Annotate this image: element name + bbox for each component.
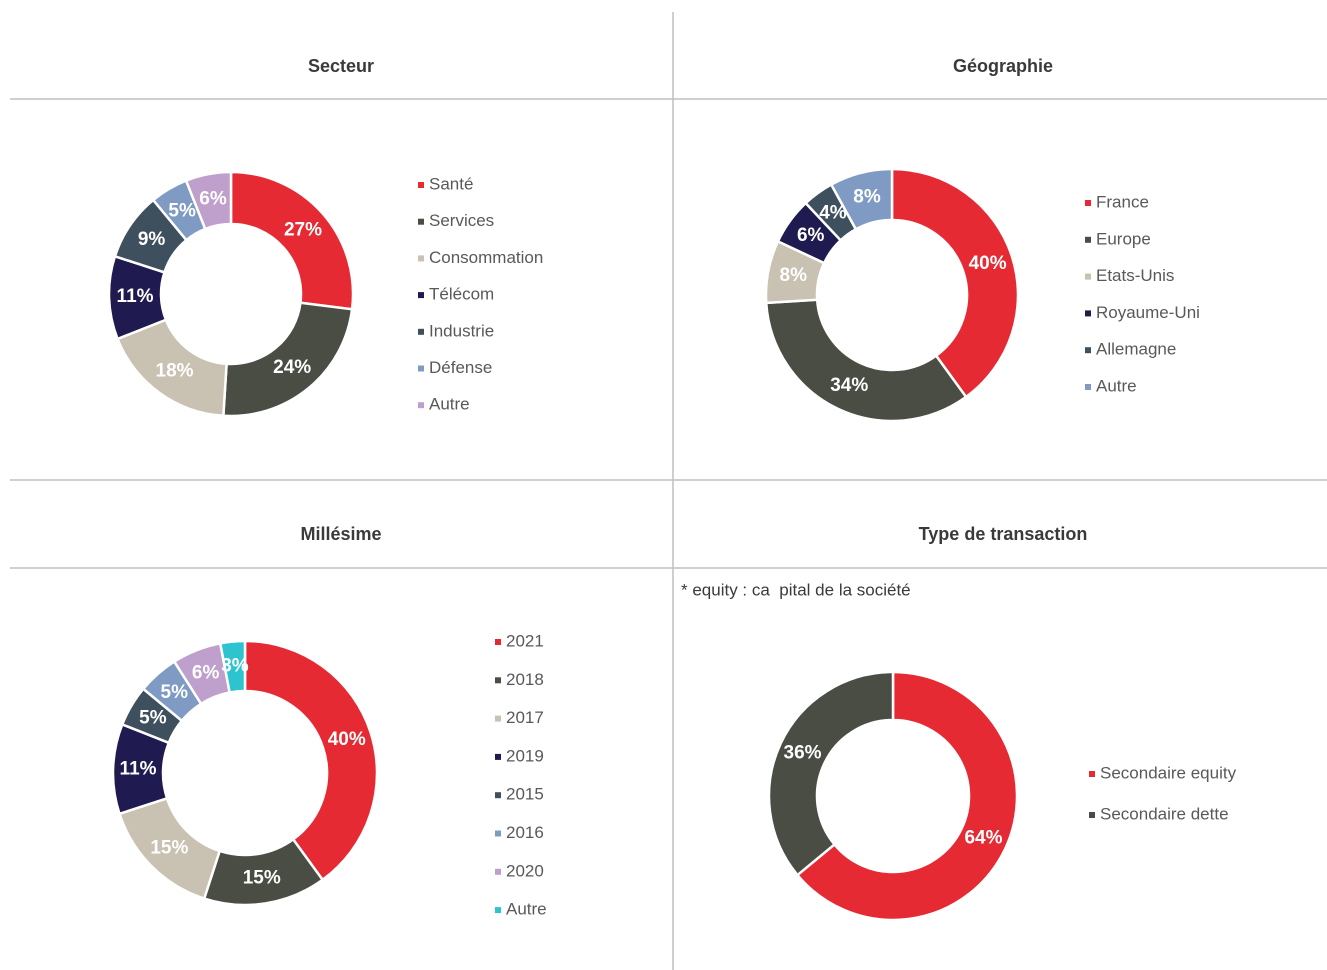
chart-title: Millésime — [300, 524, 381, 544]
legend-label: Secondaire dette — [1100, 804, 1229, 823]
legend-marker — [495, 639, 501, 645]
legend-label: 2015 — [506, 785, 544, 804]
legend-marker — [418, 182, 424, 188]
legend-marker — [418, 328, 424, 335]
data-label: 5% — [161, 682, 189, 703]
legend-marker — [1085, 347, 1091, 354]
legend-marker — [418, 402, 424, 409]
legend-marker — [1089, 771, 1095, 777]
data-label: 11% — [117, 286, 154, 307]
data-label: 9% — [138, 229, 166, 250]
annotation: * equity : ca pital de la société — [681, 580, 911, 599]
legend-label: Autre — [429, 395, 470, 414]
donut-slice — [218, 639, 247, 694]
legend-label: France — [1096, 192, 1149, 211]
legend-marker — [418, 292, 424, 299]
legend-marker — [1085, 310, 1091, 317]
data-label: 27% — [284, 220, 322, 241]
data-label: 6% — [797, 225, 825, 246]
data-label: 8% — [780, 265, 808, 286]
data-label: 18% — [156, 361, 194, 382]
legend-marker — [495, 753, 501, 760]
legend-label: Défense — [429, 358, 492, 377]
legend-marker — [495, 715, 501, 722]
data-label: 15% — [150, 838, 188, 859]
donut-slice — [243, 639, 379, 882]
legend-marker — [1085, 273, 1091, 280]
chart-title: Type de transaction — [919, 524, 1088, 544]
data-label: 6% — [199, 189, 227, 210]
data-label: 11% — [120, 759, 157, 780]
legend-marker — [495, 792, 501, 799]
data-label: 3% — [221, 655, 249, 676]
data-label: 34% — [830, 375, 868, 396]
donut-slice — [795, 670, 1019, 922]
legend-marker — [418, 365, 424, 372]
legend-marker — [418, 218, 424, 225]
data-label: 40% — [328, 729, 366, 750]
chart-title: Secteur — [308, 56, 374, 76]
legend-marker — [495, 907, 501, 914]
donut-slice — [890, 167, 1020, 399]
donut-slice — [764, 298, 968, 423]
data-label: 5% — [139, 708, 167, 729]
donut-slice — [767, 670, 895, 877]
legend-label: 2020 — [506, 861, 544, 880]
data-label: 40% — [969, 253, 1007, 274]
data-label: 8% — [853, 187, 881, 208]
data-label: 4% — [819, 203, 847, 224]
legend-label: 2017 — [506, 708, 544, 727]
legend-marker — [1089, 812, 1095, 818]
legend-marker — [495, 677, 501, 684]
legend-label: Royaume-Uni — [1096, 303, 1200, 322]
data-label: 64% — [964, 828, 1002, 849]
data-label: 6% — [192, 663, 220, 684]
legend-label: 2018 — [506, 670, 544, 689]
legend-label: 2016 — [506, 823, 544, 842]
legend-marker — [495, 868, 501, 875]
legend-label: Services — [429, 211, 494, 230]
legend-label: 2019 — [506, 746, 544, 765]
donut-slice — [229, 170, 355, 311]
legend-label: Télécom — [429, 285, 494, 304]
legend-marker — [1085, 200, 1091, 206]
legend-label: Industrie — [429, 321, 494, 340]
legend-marker — [1085, 236, 1091, 243]
legend-label: Allemagne — [1096, 340, 1176, 359]
legend-label: Etats-Unis — [1096, 266, 1174, 285]
legend-marker — [1085, 384, 1091, 390]
legend-label: Autre — [506, 900, 547, 919]
legend-marker — [495, 830, 501, 837]
data-label: 15% — [243, 868, 281, 889]
data-label: 36% — [784, 742, 822, 763]
donut-slice — [184, 170, 233, 231]
chart-title: Géographie — [953, 56, 1053, 76]
legend-marker — [418, 255, 424, 262]
legend-label: Consommation — [429, 248, 543, 267]
legend-label: Santé — [429, 174, 473, 193]
legend-label: Autre — [1096, 376, 1137, 395]
data-label: 24% — [273, 357, 311, 378]
legend-label: Europe — [1096, 229, 1151, 248]
data-label: 5% — [168, 200, 196, 221]
legend-label: Secondaire equity — [1100, 763, 1237, 782]
donut-slice — [829, 167, 894, 231]
legend-label: 2021 — [506, 631, 544, 650]
